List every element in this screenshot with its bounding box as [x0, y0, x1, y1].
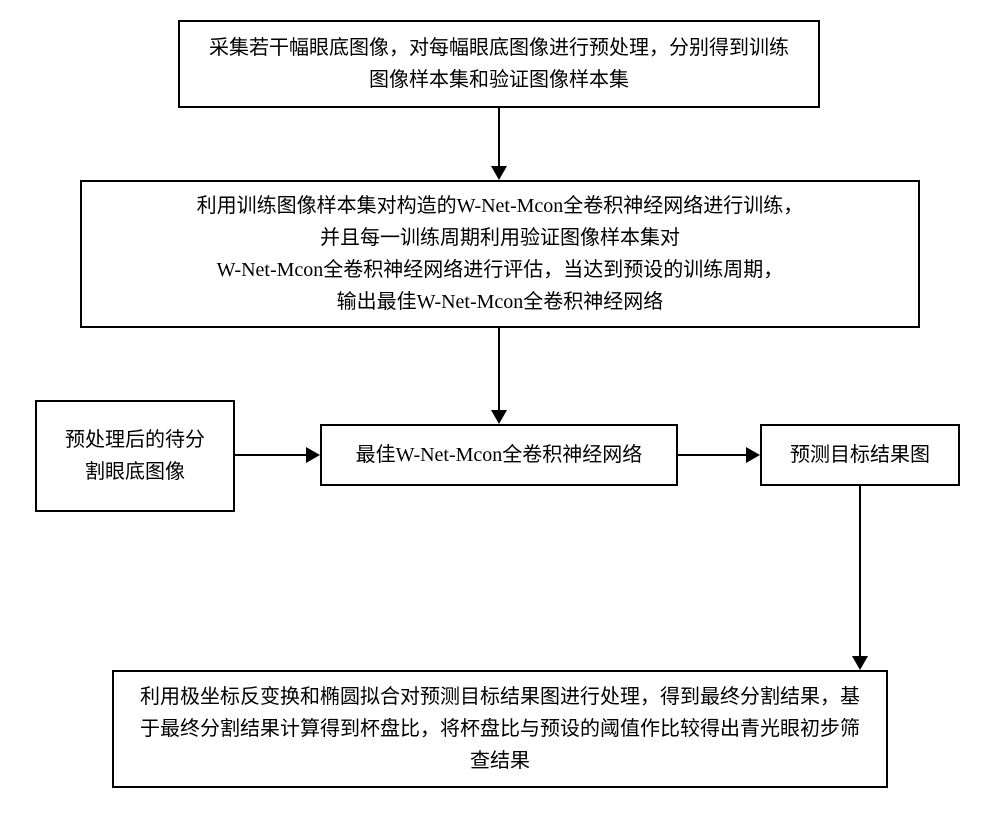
edge-2-4-arrow — [491, 410, 507, 424]
flowchart-node-5: 预测目标结果图 — [760, 424, 960, 486]
edge-3-4 — [235, 454, 306, 456]
flowchart-node-4: 最佳W-Net-Mcon全卷积神经网络 — [320, 424, 678, 486]
node-text: 利用极坐标反变换和椭圆拟合对预测目标结果图进行处理，得到最终分割结果，基于最终分… — [134, 681, 866, 777]
edge-1-2 — [498, 108, 500, 166]
flowchart-node-2: 利用训练图像样本集对构造的W-Net-Mcon全卷积神经网络进行训练， 并且每一… — [80, 180, 920, 328]
node-text: 最佳W-Net-Mcon全卷积神经网络 — [356, 439, 643, 471]
edge-2-4 — [498, 328, 500, 410]
edge-5-6-arrow — [852, 656, 868, 670]
node-text: 利用训练图像样本集对构造的W-Net-Mcon全卷积神经网络进行训练， 并且每一… — [197, 190, 804, 318]
flowchart-node-1: 采集若干幅眼底图像，对每幅眼底图像进行预处理，分别得到训练图像样本集和验证图像样… — [178, 20, 820, 108]
node-text: 预测目标结果图 — [790, 439, 930, 471]
edge-3-4-arrow — [306, 447, 320, 463]
edge-5-6 — [859, 486, 861, 656]
edge-4-5 — [678, 454, 746, 456]
node-text: 预处理后的待分割眼底图像 — [57, 424, 213, 488]
node-text: 采集若干幅眼底图像，对每幅眼底图像进行预处理，分别得到训练图像样本集和验证图像样… — [200, 32, 798, 96]
edge-1-2-arrow — [491, 166, 507, 180]
flowchart-node-6: 利用极坐标反变换和椭圆拟合对预测目标结果图进行处理，得到最终分割结果，基于最终分… — [112, 670, 888, 788]
edge-4-5-arrow — [746, 447, 760, 463]
flowchart-node-3: 预处理后的待分割眼底图像 — [35, 400, 235, 512]
